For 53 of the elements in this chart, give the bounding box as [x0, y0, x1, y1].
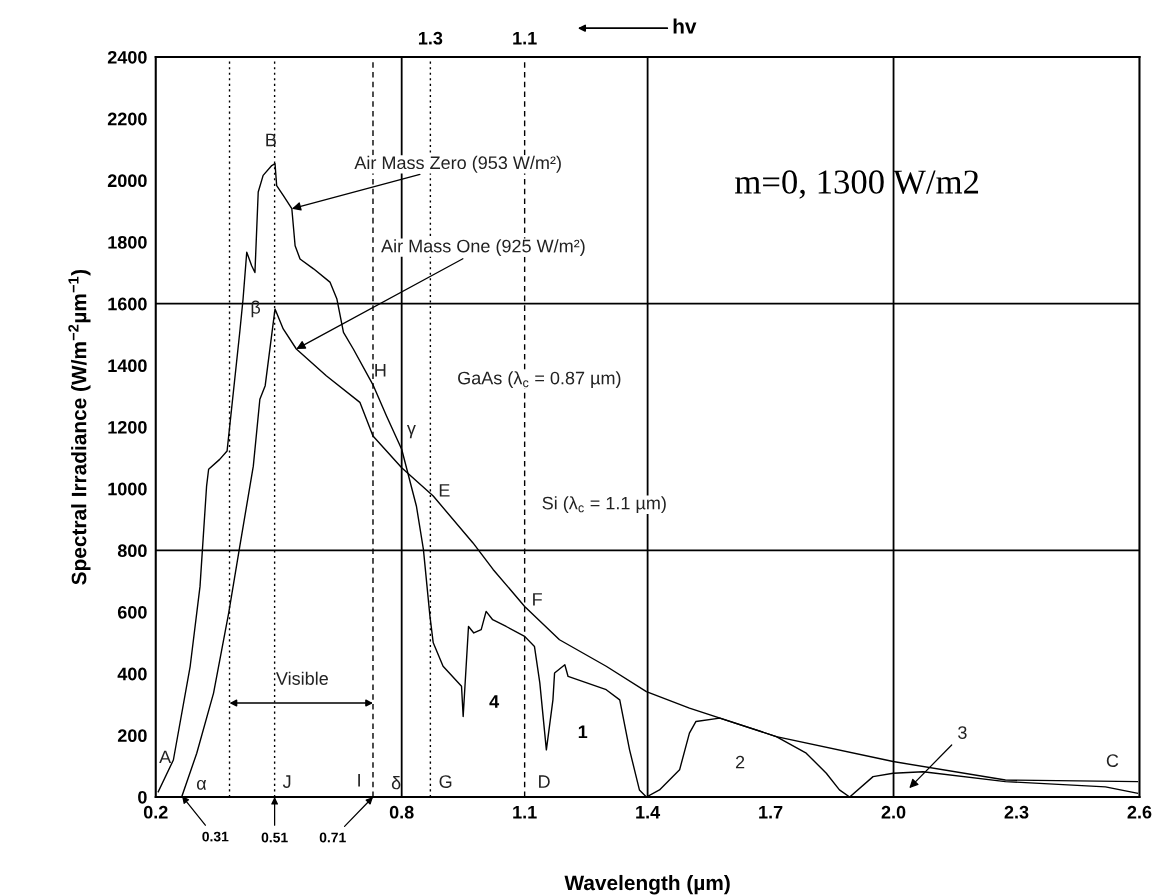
y-tick-label: 200: [117, 729, 147, 743]
x-tick-label: 2.3: [1004, 805, 1029, 819]
annotation: Air Mass Zero (953 W/m²): [354, 155, 561, 173]
annotation: I: [358, 773, 360, 787]
annotation: J: [282, 775, 291, 788]
annotation: 4: [489, 695, 500, 708]
annotation: F: [533, 593, 542, 606]
annotation: B: [266, 133, 276, 147]
x-tick-label: 2.6: [1127, 805, 1152, 819]
annotation: 1: [578, 725, 588, 739]
annotation: E: [439, 484, 450, 497]
text: 1.1: [513, 31, 537, 45]
text: hv: [673, 18, 697, 34]
x-tick-label: 1.4: [636, 805, 661, 819]
annotation: 0.51: [261, 832, 288, 843]
x-tick-label: 0.2: [143, 805, 168, 819]
y-tick-label: 400: [117, 667, 147, 681]
x-tick-label: 1.1: [513, 805, 537, 819]
x-axis-title: Wavelength (µm): [564, 874, 730, 895]
y-tick-label: 2000: [107, 174, 147, 188]
annotation: Air Mass One (925 W/m²): [381, 239, 585, 257]
annotation: 2: [735, 755, 745, 769]
annotation: 0.71: [319, 832, 346, 843]
annotation: H: [375, 364, 386, 377]
y-tick-label: 1000: [108, 482, 147, 496]
annotation: α: [196, 779, 207, 790]
x-tick-label: 1.7: [759, 805, 783, 819]
annotation: 3: [958, 726, 967, 739]
annotation: δ: [391, 776, 401, 790]
y-tick-label: 1400: [108, 359, 147, 373]
text: 1.3: [418, 31, 443, 45]
y-tick-label: 2200: [107, 112, 147, 126]
annotation: 0.31: [202, 831, 229, 842]
annotation: GaAs (λ$_{c}$ = 0.87 µm): [458, 371, 621, 388]
annotation: D: [539, 775, 550, 788]
y-tick-label: 1800: [108, 235, 147, 249]
y-tick-label: 600: [117, 605, 147, 619]
annotation: m=0, 1300 W/m2: [735, 170, 979, 199]
y-tick-label: 800: [117, 544, 147, 558]
y-tick-label: 0: [138, 790, 147, 804]
annotation: γ: [406, 424, 416, 439]
y-tick-label: 1200: [108, 420, 147, 434]
annotation: A: [159, 750, 172, 764]
y-tick-label: 2400: [107, 50, 147, 64]
x-tick-label: 2.0: [881, 805, 906, 819]
annotation: Si (λ$_{c}$ = 1.1 µm): [542, 496, 666, 514]
annotation: β: [251, 300, 261, 318]
annotation: Visible: [275, 671, 328, 685]
y-tick-label: 1600: [108, 297, 147, 311]
y-axis-title: Spectral Irradiance (W/m$^{−2}$µm$^{−1}$): [68, 269, 91, 585]
annotation: C: [1106, 754, 1119, 767]
annotation: G: [439, 775, 452, 788]
x-tick-label: 0.8: [389, 805, 414, 819]
